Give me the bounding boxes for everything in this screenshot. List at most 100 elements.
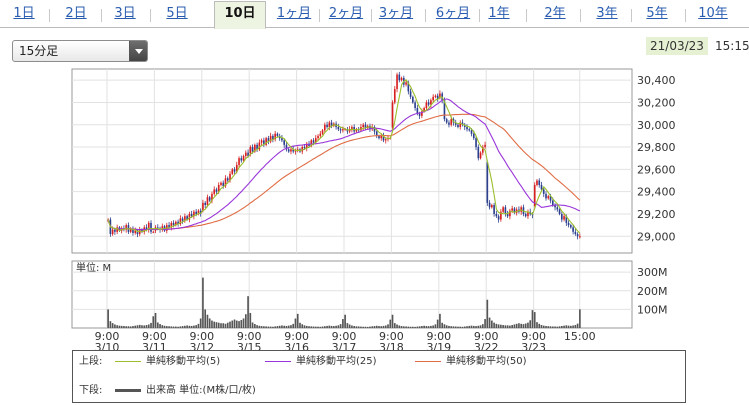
volume-bar [513,324,516,328]
volume-bar [299,322,301,328]
volume-bar [538,323,541,328]
candle-body [570,225,572,228]
volume-bar [479,325,482,328]
volume-bar [107,309,109,328]
candle-body [466,126,468,130]
candle-body [330,122,333,126]
volume-bar [147,324,150,328]
volume-bar [558,326,561,328]
x-tick-time: 9:00 [95,330,120,343]
volume-bar [524,323,527,328]
volume-bar [278,325,281,328]
candle-body [260,140,263,143]
volume-bar [554,326,556,328]
volume-bar [364,326,367,328]
tab-2日[interactable]: 2日 [65,6,87,21]
candle-body [249,147,252,154]
candle-body [247,152,249,156]
volume-bar [314,326,317,328]
volume-bar [136,325,139,328]
volume-bar [457,326,459,328]
candle-body [375,131,378,136]
chevron-down-icon[interactable] [129,41,147,61]
volume-bar [235,320,238,328]
volume-bar [231,320,234,328]
tab-1年[interactable]: 1年 [488,6,510,21]
candle-body [290,149,292,152]
volume-bar [454,326,457,328]
candle-body [132,228,134,233]
candle-body [326,124,328,127]
candle-body [423,108,425,112]
volume-bar [303,325,306,328]
volume-y-tick-label: 200M [637,285,668,298]
legend-ma50-label: 単純移動平均(50) [446,356,527,367]
volume-bar [565,325,568,328]
tab-3年[interactable]: 3年 [596,6,618,21]
volume-bar [260,326,263,328]
x-tick-date: 3/17 [332,341,357,350]
tab-3ヶ月[interactable]: 3ヶ月 [378,6,414,21]
tab-2年[interactable]: 2年 [544,6,566,21]
tab-6ヶ月[interactable]: 6ヶ月 [435,6,471,21]
interval-select[interactable]: 15分足 [12,40,148,62]
volume-bar [407,326,410,328]
volume-bar [202,277,204,328]
candle-body [312,140,315,143]
candle-body [545,193,547,199]
tab-5日[interactable]: 5日 [166,6,188,21]
volume-bar [441,322,444,328]
x-tick-date: 3/11 [142,341,167,350]
candle-body [244,152,247,156]
tab-2ヶ月[interactable]: 2ヶ月 [328,6,364,21]
volume-bar [276,326,279,328]
candle-body [430,100,432,105]
tab-10日[interactable]: 10日 [214,1,266,29]
candle-body [254,144,256,152]
volume-bar [430,325,432,328]
volume-bar [240,320,243,328]
tab-5年[interactable]: 5年 [646,6,668,21]
candle-body [506,213,509,217]
volume-bar [570,325,572,328]
tab-1日[interactable]: 1日 [13,6,35,21]
price-y-tick-label: 30,200 [637,96,676,109]
volume-bar [335,325,337,328]
candle-body [276,133,279,136]
candle-body [398,74,401,81]
candle-body [328,122,331,127]
volume-bar [141,325,143,328]
candle-body [502,207,504,212]
x-tick-date: 3/15 [237,341,262,350]
volume-bar [556,326,559,328]
volume-bar [186,325,188,328]
volume-bar [328,325,331,328]
tab-10年[interactable]: 10年 [698,6,728,21]
candle-body [396,74,398,90]
volume-bar [301,324,304,328]
volume-bar [412,326,414,328]
volume-bar [197,323,200,328]
volume-bar [134,325,137,328]
tab-separator [479,9,480,22]
tab-1ヶ月[interactable]: 1ヶ月 [276,6,312,21]
volume-bar [425,326,428,328]
candle-body [477,147,480,159]
candle-body [186,216,188,220]
volume-bar [310,326,313,328]
candle-body [560,213,563,220]
volume-bar [560,325,563,328]
volume-bar [211,320,213,328]
volume-bar [491,320,493,328]
tab-separator [685,9,686,22]
candle-body [206,197,209,206]
candle-body [170,222,173,228]
legend-upper-row: 上段: 単純移動平均(5) 単純移動平均(25) 単純移動平均(50) [79,355,679,369]
moving-average-ma5 [107,79,581,234]
volume-bar [461,326,464,328]
volume-bar [138,324,141,328]
volume-bar [152,316,155,328]
candle-body [296,149,299,151]
tab-3日[interactable]: 3日 [114,6,136,21]
volume-bar [213,321,216,328]
